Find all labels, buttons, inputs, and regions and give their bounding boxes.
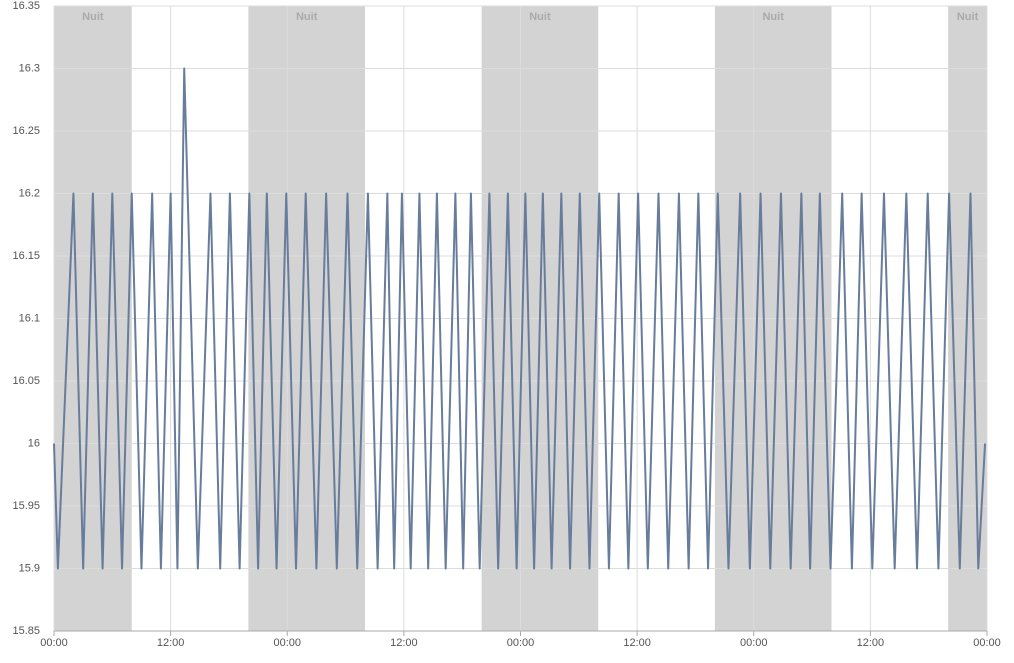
band-label: Nuit	[957, 11, 979, 23]
y-tick-label: 15.95	[12, 500, 40, 512]
y-tick-label: 15.85	[12, 625, 40, 637]
x-tick-label: 00:00	[507, 637, 535, 649]
x-tick-label: 00:00	[40, 637, 68, 649]
y-tick-label: 15.9	[19, 562, 40, 574]
x-tick-label: 12:00	[157, 637, 185, 649]
band-label: Nuit	[529, 11, 551, 23]
y-tick-label: 16	[28, 437, 40, 449]
data-line	[53, 67, 987, 570]
x-tick-label: 12:00	[390, 637, 418, 649]
y-tick-label: 16.2	[19, 187, 40, 199]
y-tick-label: 16.05	[12, 375, 40, 387]
y-tick-label: 16.1	[19, 312, 40, 324]
y-tick-label: 16.15	[12, 250, 40, 262]
x-tick-label: 12:00	[623, 637, 651, 649]
y-tick-label: 16.25	[12, 125, 40, 137]
y-tick-label: 16.35	[12, 0, 40, 12]
band-label: Nuit	[762, 11, 784, 23]
y-tick-label: 16.3	[19, 62, 40, 74]
band-label: Nuit	[296, 11, 318, 23]
x-tick-label: 00:00	[973, 637, 1001, 649]
x-tick-label: 00:00	[740, 637, 768, 649]
band-label: Nuit	[82, 11, 104, 23]
x-tick-label: 12:00	[857, 637, 885, 649]
x-tick-label: 00:00	[273, 637, 301, 649]
